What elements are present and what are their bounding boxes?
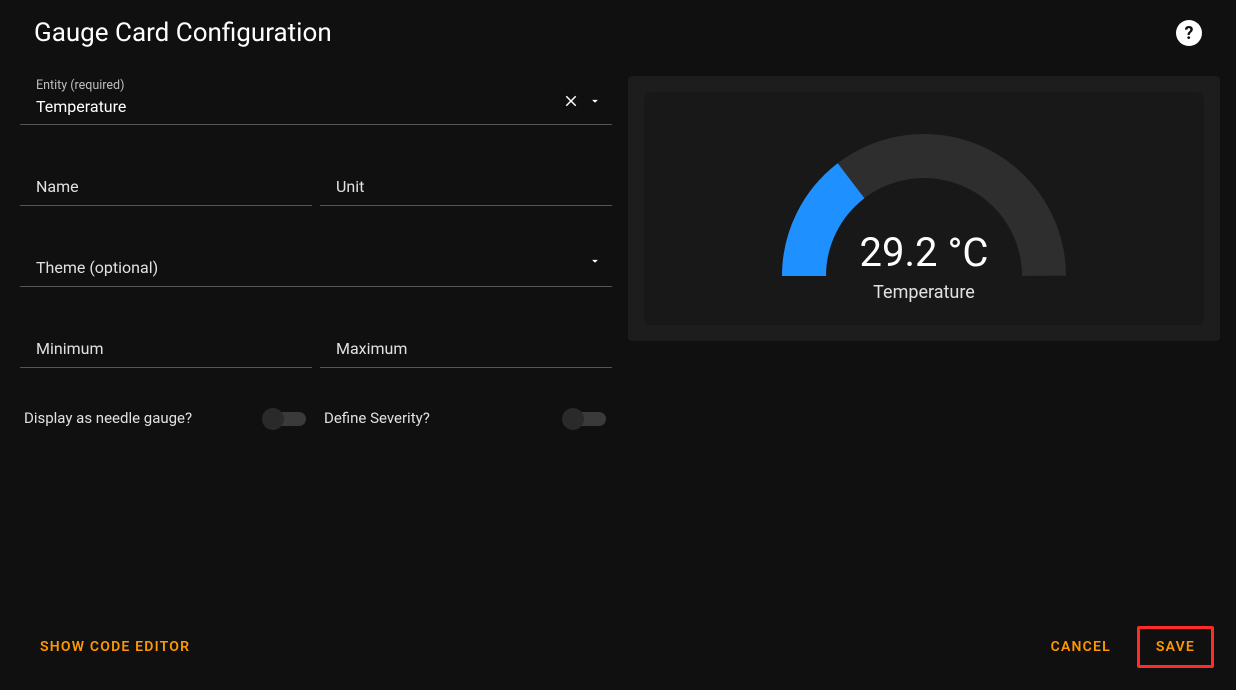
dialog-header: Gauge Card Configuration ?: [0, 0, 1236, 66]
save-button[interactable]: SAVE: [1137, 626, 1214, 668]
severity-toggle-label: Define Severity?: [320, 409, 430, 427]
needle-toggle-item: Display as needle gauge?: [20, 408, 312, 428]
theme-value: [20, 258, 612, 280]
close-icon[interactable]: [562, 92, 580, 110]
maximum-field[interactable]: Maximum: [320, 319, 612, 368]
name-unit-row: Name Unit: [20, 157, 612, 238]
gauge-name: Temperature: [873, 282, 975, 303]
unit-input[interactable]: [320, 177, 612, 199]
dialog-footer: SHOW CODE EDITOR CANCEL SAVE: [0, 608, 1236, 690]
maximum-input[interactable]: [320, 339, 612, 361]
needle-toggle-label: Display as needle gauge?: [20, 409, 192, 427]
gauge-chart: 29.2 °C: [764, 114, 1084, 276]
minimum-field[interactable]: Minimum: [20, 319, 312, 368]
min-max-row: Minimum Maximum: [20, 319, 612, 400]
unit-field[interactable]: Unit: [320, 157, 612, 206]
theme-field[interactable]: Theme (optional): [20, 238, 612, 287]
name-input[interactable]: [20, 177, 312, 199]
toggle-row: Display as needle gauge? Define Severity…: [20, 408, 612, 428]
switch-thumb: [262, 408, 284, 430]
cancel-button[interactable]: CANCEL: [1039, 629, 1123, 665]
entity-label: Entity (required): [36, 78, 124, 93]
config-form: Entity (required) Temperature Name: [20, 76, 612, 608]
name-field[interactable]: Name: [20, 157, 312, 206]
preview-column: 29.2 °C Temperature: [628, 76, 1220, 608]
gauge-value: 29.2 °C: [764, 229, 1084, 276]
entity-field[interactable]: Entity (required) Temperature: [20, 76, 612, 125]
dialog-content: Entity (required) Temperature Name: [0, 66, 1236, 608]
minimum-input[interactable]: [20, 339, 312, 361]
preview-wrapper: 29.2 °C Temperature: [628, 76, 1220, 341]
severity-toggle[interactable]: [562, 408, 608, 428]
severity-toggle-item: Define Severity?: [320, 408, 612, 428]
chevron-down-icon[interactable]: [588, 94, 602, 108]
needle-toggle[interactable]: [262, 408, 308, 428]
entity-value: Temperature: [20, 96, 612, 118]
footer-actions: CANCEL SAVE: [1039, 626, 1214, 668]
show-code-editor-button[interactable]: SHOW CODE EDITOR: [40, 639, 190, 655]
switch-thumb: [562, 408, 584, 430]
chevron-down-icon[interactable]: [588, 254, 602, 268]
preview-card: 29.2 °C Temperature: [644, 92, 1204, 325]
gauge-card-config-dialog: Gauge Card Configuration ? Entity (requi…: [0, 0, 1236, 690]
help-icon[interactable]: ?: [1176, 20, 1202, 46]
dialog-title: Gauge Card Configuration: [34, 18, 332, 48]
